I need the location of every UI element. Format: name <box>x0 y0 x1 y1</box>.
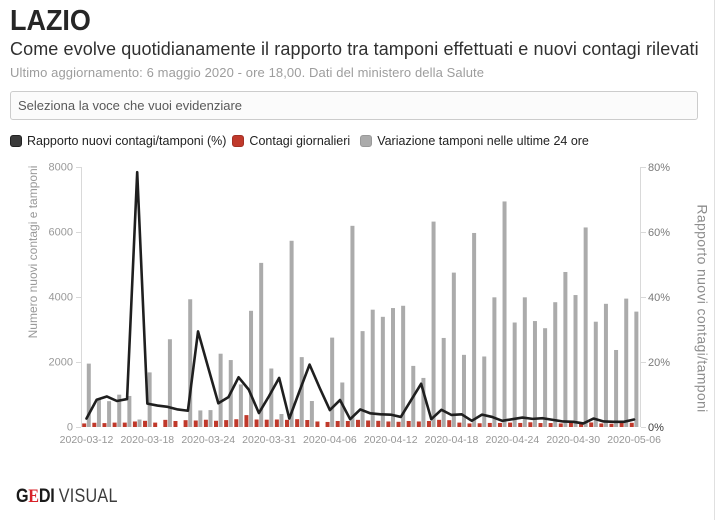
svg-text:2020-04-30: 2020-04-30 <box>546 434 600 446</box>
svg-text:Rapporto nuovi contagi/tamponi: Rapporto nuovi contagi/tamponi <box>695 204 711 412</box>
svg-text:2020-03-12: 2020-03-12 <box>60 434 114 446</box>
svg-text:2020-04-24: 2020-04-24 <box>486 434 540 446</box>
svg-text:6000: 6000 <box>49 227 73 239</box>
svg-text:2020-04-12: 2020-04-12 <box>364 434 418 446</box>
svg-text:2020-03-18: 2020-03-18 <box>120 434 174 446</box>
svg-text:2020-05-06: 2020-05-06 <box>607 434 661 446</box>
svg-text:8000: 8000 <box>49 162 73 174</box>
svg-text:0%: 0% <box>648 422 664 434</box>
svg-text:2000: 2000 <box>49 357 73 369</box>
svg-text:2020-04-18: 2020-04-18 <box>425 434 479 446</box>
svg-text:40%: 40% <box>648 292 670 304</box>
svg-text:2020-03-31: 2020-03-31 <box>242 434 296 446</box>
svg-text:2020-03-24: 2020-03-24 <box>181 434 235 446</box>
svg-text:60%: 60% <box>648 227 670 239</box>
svg-text:80%: 80% <box>648 162 670 174</box>
svg-text:20%: 20% <box>648 357 670 369</box>
svg-text:0: 0 <box>67 422 73 434</box>
svg-text:2020-04-06: 2020-04-06 <box>303 434 357 446</box>
svg-text:Numero nuovi contagi e tamponi: Numero nuovi contagi e tamponi <box>26 166 40 339</box>
svg-text:4000: 4000 <box>49 292 73 304</box>
